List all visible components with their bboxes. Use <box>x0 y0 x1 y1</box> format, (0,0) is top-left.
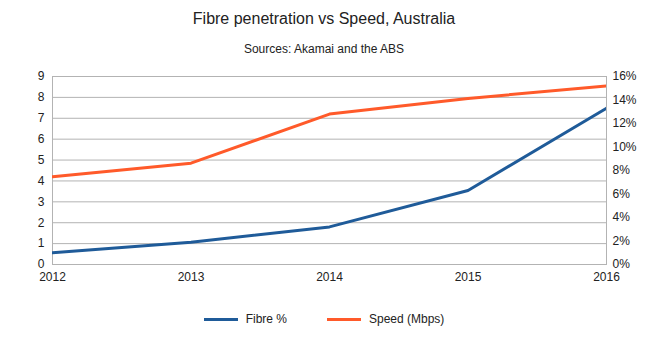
html-text:Sources: Akamai and the ABS: Sources: Akamai and the ABS <box>243 42 404 56</box>
svg-text:14%: 14% <box>613 93 637 107</box>
svg-text:3: 3 <box>38 195 45 209</box>
svg-text:0%: 0% <box>613 257 631 271</box>
svg-text:7: 7 <box>38 111 45 125</box>
svg-text:2014: 2014 <box>316 270 343 284</box>
html-text:Fibre penetration vs Speed, Au: Fibre penetration vs Speed, Australia <box>192 10 456 27</box>
html-text:Fibre %: Fibre % <box>245 312 287 326</box>
svg-text:10%: 10% <box>613 140 637 154</box>
svg-text:2%: 2% <box>613 234 631 248</box>
html-text:Speed (Mbps): Speed (Mbps) <box>369 312 445 326</box>
svg-text:5: 5 <box>38 153 45 167</box>
svg-text:4: 4 <box>38 174 45 188</box>
svg-text:6%: 6% <box>613 187 631 201</box>
svg-text:2012: 2012 <box>39 270 66 284</box>
svg-text:12%: 12% <box>613 116 637 130</box>
svg-text:9: 9 <box>38 69 45 83</box>
svg-text:8%: 8% <box>613 163 631 177</box>
svg-text:2016: 2016 <box>593 270 620 284</box>
svg-text:4%: 4% <box>613 210 631 224</box>
svg-text:1: 1 <box>38 236 45 250</box>
svg-text:2013: 2013 <box>178 270 205 284</box>
svg-text:0: 0 <box>37 257 45 272</box>
svg-text:8: 8 <box>38 90 45 104</box>
svg-text:2015: 2015 <box>455 270 482 284</box>
svg-text:6: 6 <box>38 132 45 146</box>
svg-text:2: 2 <box>38 216 45 230</box>
svg-text:16%: 16% <box>613 69 637 83</box>
